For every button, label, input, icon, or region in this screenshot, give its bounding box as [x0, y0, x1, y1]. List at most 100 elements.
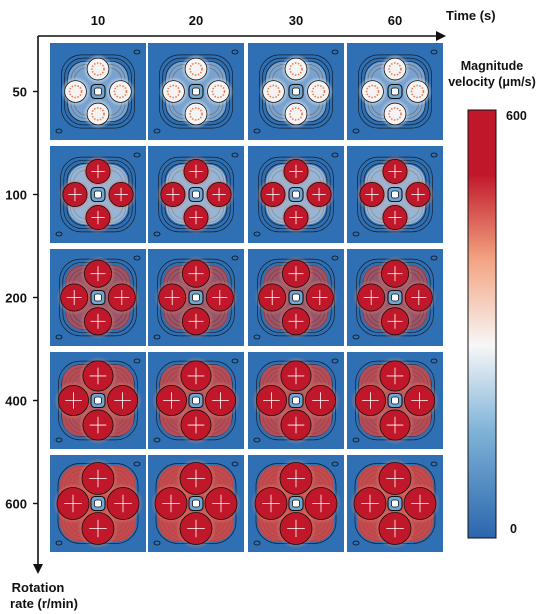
time-column-labels: 10 20 30 60: [91, 13, 402, 28]
panel-400-rpm-20s: [148, 352, 244, 449]
rotor-disc: [184, 102, 208, 126]
corner-eddy: [231, 461, 239, 467]
corner-eddy: [231, 152, 239, 158]
colorbar-title-line2: velocity (μm/s): [448, 75, 536, 89]
rotor-disc: [262, 80, 285, 103]
central-vortex-core: [391, 396, 399, 405]
corner-eddy: [253, 231, 261, 237]
colorbar: Magnitude velocity (μm/s) 600 0: [448, 59, 536, 539]
rotor-disc: [109, 80, 132, 103]
central-vortex-core: [292, 499, 300, 508]
rotation-row-labels: 50 100 200 400 600: [5, 85, 38, 512]
y-axis-arrow-icon: [33, 564, 43, 574]
corner-eddy: [331, 461, 339, 467]
corner-eddy: [133, 461, 141, 467]
corner-eddy: [352, 334, 360, 340]
panel-100-rpm-10s: [50, 146, 146, 243]
corner-eddy: [253, 540, 261, 546]
rotor-disc: [406, 80, 429, 103]
corner-eddy: [253, 437, 261, 443]
panel-200-rpm-30s: [248, 249, 344, 346]
rotor-disc: [307, 80, 330, 103]
time-label-60: 60: [388, 13, 402, 28]
panel-100-rpm-30s: [248, 146, 344, 243]
corner-eddy: [231, 255, 239, 261]
corner-eddy: [430, 358, 438, 364]
y-axis-title-line2: rate (r/min): [10, 596, 78, 611]
rotor-disc: [284, 57, 308, 81]
panel-600-rpm-10s: [50, 455, 146, 552]
central-vortex-core: [192, 396, 200, 405]
colorbar-max-label: 600: [506, 109, 527, 123]
panel-200-rpm-10s: [50, 249, 146, 346]
central-vortex-core: [292, 87, 300, 96]
time-label-20: 20: [189, 13, 203, 28]
central-vortex-core: [391, 190, 399, 199]
central-vortex-core: [94, 396, 102, 405]
corner-eddy: [331, 358, 339, 364]
corner-eddy: [153, 540, 161, 546]
corner-eddy: [133, 255, 141, 261]
rotor-ring: [289, 62, 303, 76]
rotor-disc: [162, 80, 185, 103]
panel-200-rpm-20s: [148, 249, 244, 346]
rotor-disc: [64, 80, 87, 103]
corner-eddy: [331, 152, 339, 158]
central-vortex-core: [94, 293, 102, 302]
corner-eddy: [55, 334, 63, 340]
corner-eddy: [153, 128, 161, 134]
time-label-10: 10: [91, 13, 105, 28]
rotor-ring: [388, 107, 402, 121]
rotor-ring: [91, 107, 105, 121]
rotation-label-200: 200: [5, 291, 27, 306]
panel-400-rpm-60s: [347, 352, 443, 449]
x-axis-title: Time (s): [446, 8, 496, 23]
central-vortex-core: [391, 293, 399, 302]
corner-eddy: [55, 540, 63, 546]
central-vortex-core: [94, 499, 102, 508]
panel-50-rpm-20s: [148, 43, 244, 140]
corner-eddy: [153, 437, 161, 443]
central-vortex-core: [192, 87, 200, 96]
rotor-ring: [266, 84, 281, 99]
central-vortex-core: [292, 190, 300, 199]
rotor-ring: [189, 62, 203, 76]
rotor-ring: [289, 107, 303, 121]
rotor-disc: [184, 57, 208, 81]
rotation-label-50: 50: [13, 85, 27, 100]
rotation-label-600: 600: [5, 497, 27, 512]
velocity-panels-grid: [50, 43, 443, 552]
rotor-disc: [86, 57, 110, 81]
panel-400-rpm-10s: [50, 352, 146, 449]
panel-50-rpm-60s: [347, 43, 443, 140]
central-vortex-core: [94, 87, 102, 96]
rotor-disc: [383, 57, 407, 81]
rotor-ring: [91, 62, 105, 76]
central-vortex-core: [192, 293, 200, 302]
corner-eddy: [352, 437, 360, 443]
corner-eddy: [331, 255, 339, 261]
rotor-disc: [207, 80, 230, 103]
rotor-ring: [68, 84, 83, 99]
corner-eddy: [133, 152, 141, 158]
corner-eddy: [153, 334, 161, 340]
central-vortex-core: [391, 499, 399, 508]
rotation-label-400: 400: [5, 394, 27, 409]
corner-eddy: [352, 231, 360, 237]
corner-eddy: [55, 231, 63, 237]
rotor-ring: [365, 84, 380, 99]
corner-eddy: [153, 231, 161, 237]
panel-600-rpm-60s: [347, 455, 443, 552]
panel-200-rpm-60s: [347, 249, 443, 346]
panel-600-rpm-20s: [148, 455, 244, 552]
rotor-ring: [410, 84, 425, 99]
corner-eddy: [430, 49, 438, 55]
central-vortex-core: [292, 396, 300, 405]
rotor-ring: [311, 84, 326, 99]
rotor-disc: [361, 80, 384, 103]
x-axis-arrow-icon: [436, 31, 446, 41]
rotor-disc: [383, 102, 407, 126]
rotation-label-100: 100: [5, 188, 27, 203]
corner-eddy: [231, 49, 239, 55]
